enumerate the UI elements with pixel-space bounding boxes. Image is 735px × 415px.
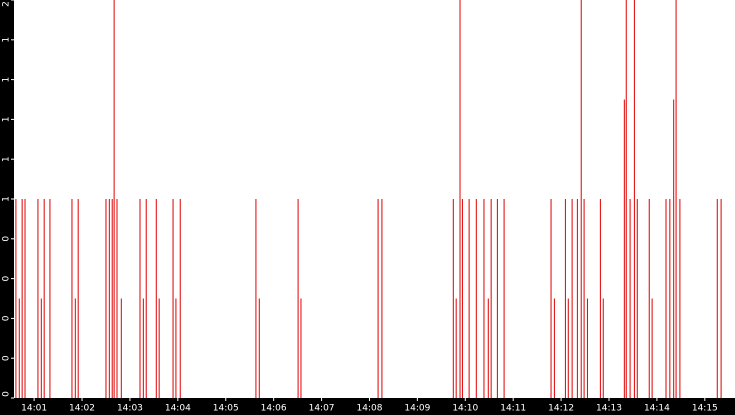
y-tick-label: 1 (2, 196, 12, 202)
x-axis-band (0, 398, 735, 415)
x-tick-label: 14:12 (548, 404, 574, 414)
x-tick-label: 14:01 (21, 404, 47, 414)
x-tick-label: 14:07 (309, 404, 335, 414)
y-tick-label: 0 (2, 236, 12, 242)
x-tick-label: 14:08 (357, 404, 383, 414)
x-tick-label: 14:02 (69, 404, 95, 414)
x-tick-label: 14:06 (261, 404, 287, 414)
y-tick-label: 2 (2, 1, 12, 7)
x-tick-label: 14:15 (692, 404, 718, 414)
y-tick-label: 0 (2, 391, 12, 397)
x-tick-label: 14:05 (213, 404, 239, 414)
y-axis-band (0, 0, 14, 415)
y-tick-label: 1 (2, 37, 12, 43)
x-tick-label: 14:09 (404, 404, 430, 414)
x-tick-label: 14:10 (452, 404, 478, 414)
x-tick-label: 14:14 (644, 404, 670, 414)
y-tick-label: 0 (2, 355, 12, 361)
x-tick-label: 14:11 (500, 404, 526, 414)
x-tick-label: 14:13 (596, 404, 622, 414)
y-tick-label: 1 (2, 77, 12, 83)
y-tick-label: 1 (2, 117, 12, 123)
y-tick-label: 0 (2, 315, 12, 321)
y-tick-label: 0 (2, 275, 12, 281)
x-tick-label: 14:03 (117, 404, 143, 414)
y-tick-label: 1 (2, 156, 12, 162)
x-tick-label: 14:04 (165, 404, 191, 414)
